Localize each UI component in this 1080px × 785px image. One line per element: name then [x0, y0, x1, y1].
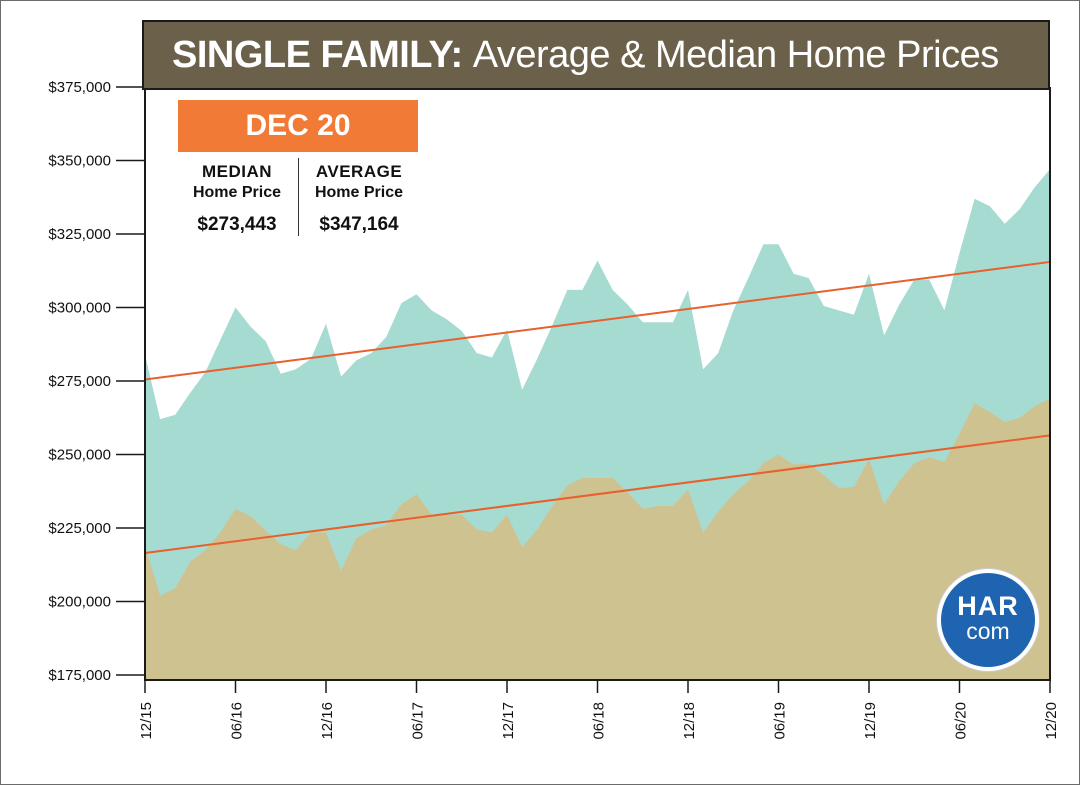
y-tick-label: $250,000 [48, 447, 111, 464]
y-tick-label: $225,000 [48, 520, 111, 537]
median-value: $273,443 [197, 214, 277, 235]
y-tick-label: $300,000 [48, 300, 111, 317]
y-tick-label: $350,000 [48, 153, 111, 170]
x-tick-label: 12/19 [862, 702, 879, 740]
period-label: DEC 20 [178, 100, 418, 152]
x-tick-label: 12/17 [500, 702, 517, 740]
x-tick-label: 06/18 [591, 702, 608, 740]
x-tick-label: 06/17 [410, 702, 427, 740]
y-tick-label: $175,000 [48, 667, 111, 684]
average-trend-line [144, 260, 1051, 381]
median-price-area [145, 398, 1050, 680]
logo-text-com: com [966, 618, 1010, 644]
title-sub: Average & Median Home Prices [472, 33, 1000, 76]
har-logo: HAR com [937, 569, 1039, 671]
x-tick-label: 12/15 [138, 702, 155, 740]
title-main: SINGLE FAMILY: [172, 33, 463, 76]
median-sublabel: Home Price [192, 184, 282, 201]
x-tick-label: 12/18 [681, 702, 698, 740]
x-tick-label: 06/16 [229, 702, 246, 740]
average-value: $347,164 [319, 214, 399, 235]
median-label: MEDIAN [201, 162, 273, 181]
x-tick-label: 06/20 [953, 702, 970, 740]
y-tick-label: $275,000 [48, 373, 111, 390]
chart-title: SINGLE FAMILY: Average & Median Home Pri… [142, 20, 1050, 90]
summary-panel: DEC 20 MEDIAN Home Price $273,443 AVERAG… [178, 100, 418, 236]
y-tick-label: $325,000 [48, 226, 111, 243]
stat-divider [298, 158, 299, 236]
logo-text-har: HAR [957, 591, 1019, 621]
y-tick-label: $375,000 [48, 79, 111, 96]
average-label: AVERAGE [315, 162, 403, 181]
y-tick-label: $200,000 [48, 594, 111, 611]
median-trend-line [144, 434, 1051, 554]
median-stat: MEDIAN Home Price $273,443 [178, 162, 296, 236]
x-tick-label: 12/20 [1043, 702, 1060, 740]
x-tick-label: 12/16 [319, 702, 336, 740]
x-tick-label: 06/19 [772, 702, 789, 740]
average-stat: AVERAGE Home Price $347,164 [300, 162, 418, 236]
average-sublabel: Home Price [314, 184, 404, 201]
